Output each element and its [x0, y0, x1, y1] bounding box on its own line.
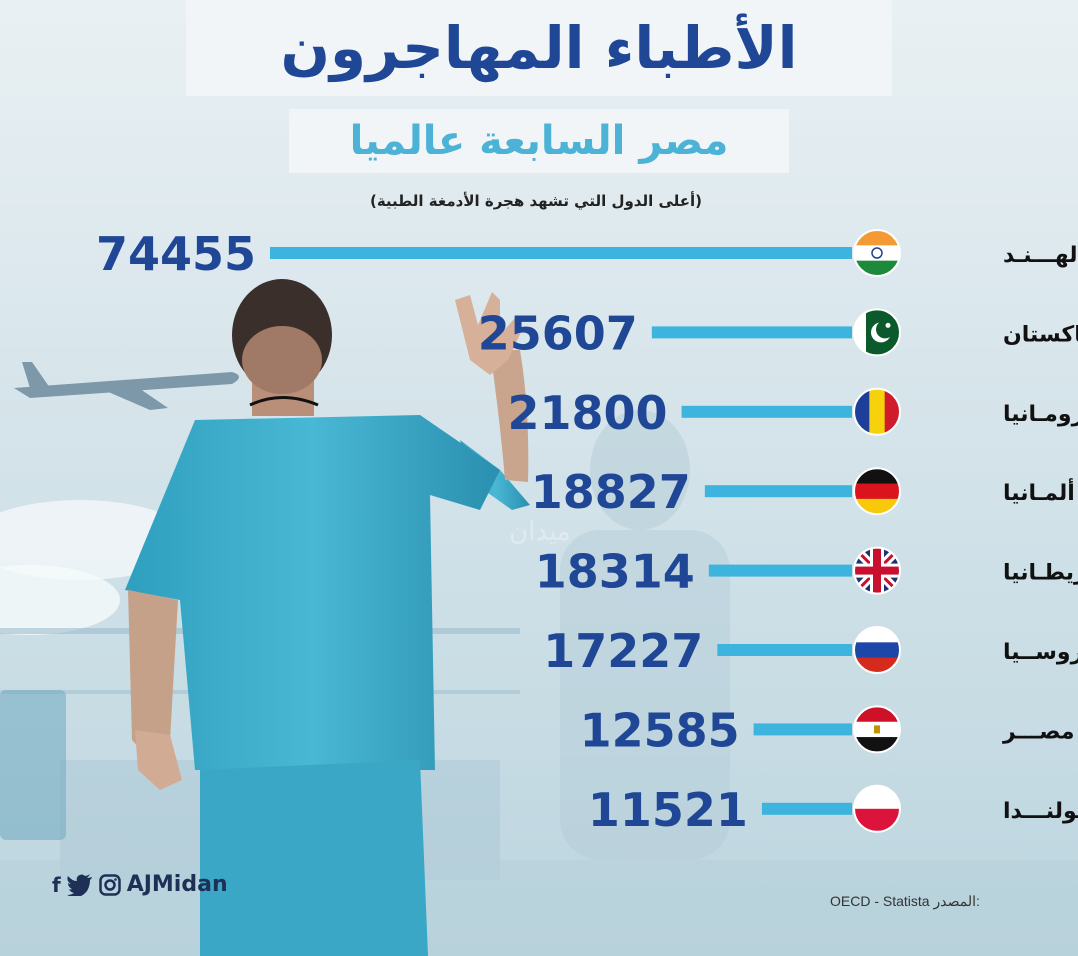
category-label: روســيا: [1003, 640, 1078, 665]
flag-germany-icon: [853, 467, 901, 516]
bar: [753, 723, 852, 736]
flag-poland-icon: [853, 784, 901, 833]
category-label: بولنـــدا: [1003, 799, 1078, 824]
bar-row: 18314 بريطـانيا: [535, 545, 1078, 599]
category-label: بريطـانيا: [1003, 561, 1078, 586]
chart-note: (أعلى الدول التي تشهد هجرة الأدمغة الطبي…: [369, 192, 703, 210]
value-label: 17227: [543, 624, 703, 678]
bar: [681, 405, 852, 418]
page-subtitle: مصر السابعة عالميا: [349, 118, 729, 164]
category-label: الهـــنـد: [1003, 243, 1078, 268]
bar-row: 18827 ألمـانيا: [531, 465, 1075, 519]
bar: [651, 326, 852, 339]
value-label: 12585: [580, 703, 740, 757]
flag-romania-icon: [853, 387, 901, 436]
source-text: OECD - Statista: [830, 893, 930, 909]
twitter-icon[interactable]: [66, 873, 93, 896]
source-note: OECD - Statista المصدر:: [830, 893, 980, 910]
bar: [270, 247, 852, 259]
value-label: 25607: [478, 306, 638, 360]
bar-row: 12585 مصـــر: [580, 703, 1075, 757]
bar: [717, 644, 852, 656]
instagram-icon[interactable]: [98, 873, 121, 896]
value-label: 21800: [508, 386, 668, 440]
brand-footer: f AJMidan: [52, 872, 228, 897]
flag-uk-icon: [853, 546, 901, 595]
category-label: ألمـانيا: [1003, 477, 1075, 506]
bar-row: 25607 باكستان: [478, 306, 1078, 360]
bar: [704, 485, 852, 498]
value-label: 74455: [96, 227, 256, 281]
page-title: الأطباء المهاجرون: [280, 14, 798, 82]
bar-row: 74455 الهـــنـد: [96, 227, 1078, 281]
bar-row: 21800 رومـانيا: [508, 386, 1078, 440]
bar-row: 11521 بولنـــدا: [588, 783, 1078, 837]
value-label: 18827: [531, 465, 691, 519]
flag-india-icon: [853, 229, 901, 277]
doctor-figure: [125, 279, 530, 956]
subtitle-banner: مصر السابعة عالميا: [289, 109, 789, 173]
svg-text:ميدان: ميدان: [509, 517, 571, 547]
category-label: باكستان: [1003, 322, 1078, 347]
category-label: رومـانيا: [1003, 402, 1078, 427]
category-label: مصـــر: [1002, 719, 1075, 744]
value-label: 11521: [588, 783, 748, 837]
facebook-icon[interactable]: f: [52, 872, 61, 897]
bar: [761, 802, 852, 815]
brand-handle[interactable]: AJMidan: [126, 872, 228, 897]
source-label: المصدر:: [933, 893, 980, 909]
bar: [708, 564, 852, 577]
flag-pakistan-icon: [853, 308, 901, 357]
flag-egypt-icon: [853, 705, 901, 754]
title-banner: الأطباء المهاجرون: [186, 0, 892, 96]
bar-row: 17227 روســيا: [543, 624, 1078, 678]
airplane-icon: [14, 362, 239, 410]
flag-russia-icon: [853, 626, 901, 674]
value-label: 18314: [535, 545, 695, 599]
